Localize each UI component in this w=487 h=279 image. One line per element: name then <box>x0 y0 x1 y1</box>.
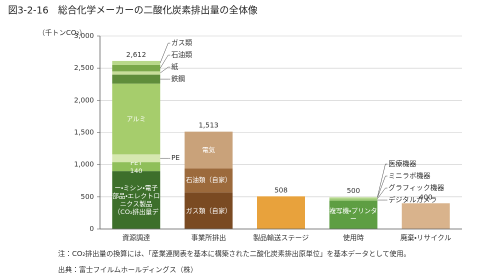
segment-value-label: 140 <box>129 166 143 175</box>
y-tick-label: 1,500 <box>74 129 94 137</box>
x-tick-label: 資源調達 <box>122 233 150 242</box>
segment-label-box: ガス類（自家） <box>185 195 233 227</box>
segment-label: ミニラボ機器 <box>388 171 430 180</box>
segment-label-box: アルミ <box>112 103 160 135</box>
note: 注：CO₂排出量の換算には、「産業連関表を基本に構築された二酸化炭素排出原単位」… <box>58 249 411 258</box>
y-tick-label: 2,500 <box>74 64 94 72</box>
leader-line <box>159 42 171 64</box>
bar-segment <box>112 83 161 155</box>
bar-segment <box>329 199 378 201</box>
segment-label-wrap: ガス類（自家） <box>185 195 233 227</box>
total-label: 2,612 <box>126 51 146 59</box>
segment-label: 樹脂類・プリンター・ミシン・電子部品・エレクトロニクス製品（CO₂排出量データ） <box>112 184 161 217</box>
bar-segment <box>184 168 233 193</box>
segment-label: 石油類（自家） <box>185 176 232 185</box>
bars: 資源調達 樹脂類・プリンター・ミシン・電子部品・エレクトロニクス製品（CO₂排出量… <box>112 38 451 242</box>
bar-segment <box>112 162 161 172</box>
leader-line <box>159 54 171 69</box>
segment-label-wrap: アルミ <box>112 103 160 135</box>
segment-label: グラフィック機器 <box>388 183 444 192</box>
segment-label: 鉄鋼 <box>171 74 185 83</box>
bar-segment <box>112 171 161 229</box>
total-label: 400 <box>419 193 432 201</box>
segment-label: デジタルカメラ <box>388 195 437 204</box>
x-tick-label: 事業所排出 <box>191 233 226 242</box>
segment-label-wrap: PET 140 <box>112 151 160 183</box>
bar-segment <box>329 198 378 200</box>
bar-segment <box>112 64 161 72</box>
leader-line <box>377 187 388 199</box>
x-tick-label: 廃棄・リサイクル <box>400 233 451 242</box>
y-tick-label: 0 <box>90 225 94 233</box>
bar-segment <box>184 131 233 169</box>
segment-label: 医療機器 <box>388 159 416 168</box>
segment-label: ガス類（自家） <box>185 206 232 215</box>
segment-label-wrap: 複写機・プリンター <box>329 199 378 231</box>
leader-line <box>160 66 171 74</box>
segment-label-wrap: 電気 <box>185 134 233 166</box>
source: 出典：富士フイルムホールディングス（株） <box>58 265 197 274</box>
segment-label: 紙 <box>171 62 178 71</box>
segment-label-wrap: 石油類（自家） <box>185 164 233 196</box>
segment-label: PET <box>130 158 143 167</box>
leader-line <box>377 175 388 198</box>
segment-label: 石油類 <box>171 50 192 59</box>
bar-segment <box>112 60 161 65</box>
segment-label: PE <box>171 154 180 162</box>
chart-title: 図3-2-16 総合化学メーカーの二酸化炭素排出量の全体像 <box>8 5 258 17</box>
bar-segment <box>112 154 161 163</box>
x-tick-label: 使用時 <box>343 233 364 242</box>
segment-label: 電気 <box>202 146 216 155</box>
segment-label-box: 樹脂類・プリンター・ミシン・電子部品・エレクトロニクス製品（CO₂排出量データ） <box>112 184 160 216</box>
bar-segment <box>329 200 378 229</box>
total-label: 508 <box>274 186 287 194</box>
segment-label: 複写機・プリンター <box>329 206 378 223</box>
segment-label-box: 石油類（自家） <box>185 164 233 196</box>
segment-label: アルミ <box>126 114 146 123</box>
segment-label-box: 電気 <box>185 134 233 166</box>
y-tick-label: 500 <box>81 193 94 201</box>
bar-segment <box>112 71 161 75</box>
y-tick-label: 3,000 <box>74 32 94 40</box>
segment-label: ガス類 <box>171 38 192 47</box>
segment-label-box: 複写機・プリンター <box>329 199 378 231</box>
leader-line <box>377 163 388 198</box>
x-tick-label: 製品輸送ステージ <box>253 233 309 242</box>
bar-segment <box>184 192 233 229</box>
bar-segment <box>257 196 305 229</box>
bar-segment <box>112 74 161 84</box>
y-tick-label: 1,000 <box>74 161 94 169</box>
total-label: 500 <box>347 187 360 195</box>
segment-label-wrap: 樹脂類・プリンター・ミシン・電子部品・エレクトロニクス製品（CO₂排出量データ） <box>112 184 160 216</box>
total-label: 1,513 <box>199 122 219 130</box>
y-tick-label: 2,000 <box>74 96 94 104</box>
bar-segment <box>329 197 378 199</box>
y-unit: （千トンCO₂） <box>38 28 86 37</box>
bar-segment <box>329 196 378 198</box>
bar-segment <box>401 203 450 229</box>
